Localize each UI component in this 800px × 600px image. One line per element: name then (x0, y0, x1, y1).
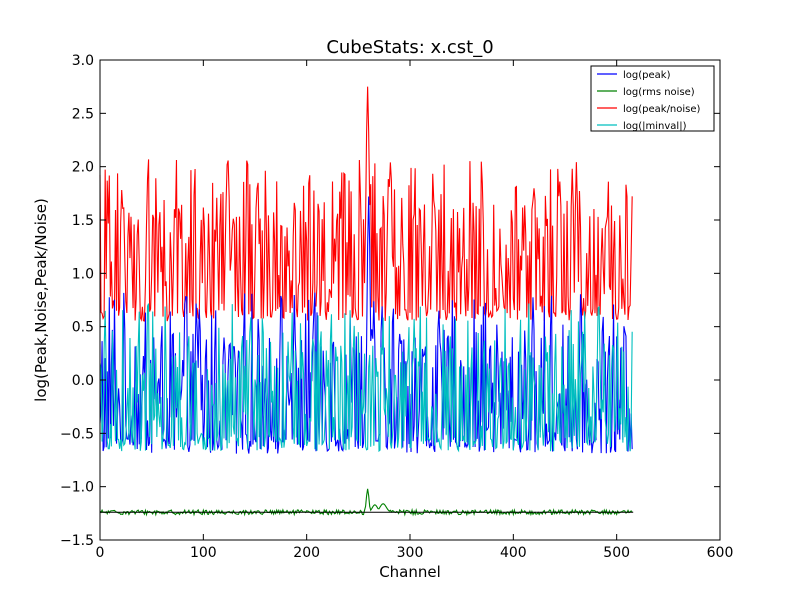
x-tick-label: 0 (96, 545, 105, 561)
ticks-group: 0 100 200 300 400 500 600 −1.5 −1.0 −0.5 0.0 0.5 1.0… (60, 53, 733, 561)
plot-area (99, 59, 721, 541)
x-tick-label: 100 (190, 545, 217, 561)
y-tick-label: 1.5 (72, 213, 94, 229)
x-tick-label: 300 (397, 545, 424, 561)
legend-label: log(peak/noise) (623, 104, 701, 115)
x-tick-label: 400 (500, 545, 527, 561)
y-tick-label: 3.0 (72, 53, 94, 69)
series-group (99, 86, 634, 517)
y-tick-label: 1.0 (72, 266, 94, 282)
legend-box (590, 65, 715, 132)
series-line-1 (99, 488, 633, 517)
y-tick-label: −0.5 (60, 426, 94, 442)
series-line-0 (99, 196, 633, 454)
x-tick-label: 500 (603, 545, 630, 561)
series-line-3 (99, 303, 633, 453)
series-line-2 (99, 86, 633, 322)
y-tick-label: −1.0 (60, 480, 94, 496)
y-tick-label: 2.5 (72, 106, 94, 122)
y-tick-label: −1.5 (60, 533, 94, 549)
y-tick-label: 2.0 (72, 160, 94, 176)
legend-label: log(rms noise) (623, 87, 695, 98)
x-tick-label: 600 (707, 545, 734, 561)
legend: log(peak) log(rms noise) log(peak/noise) lo… (590, 65, 715, 132)
legend-label: log(|minval|) (623, 121, 687, 132)
y-tick-label: 0.5 (72, 320, 94, 336)
x-tick-label: 200 (293, 545, 320, 561)
chart-title: CubeStats: x.cst_0 (326, 37, 493, 58)
y-axis-label: log(Peak,Noise,Peak/Noise) (32, 198, 50, 402)
x-axis-label: Channel (379, 563, 441, 581)
legend-label: log(peak) (623, 70, 671, 81)
y-tick-label: 0.0 (72, 373, 94, 389)
